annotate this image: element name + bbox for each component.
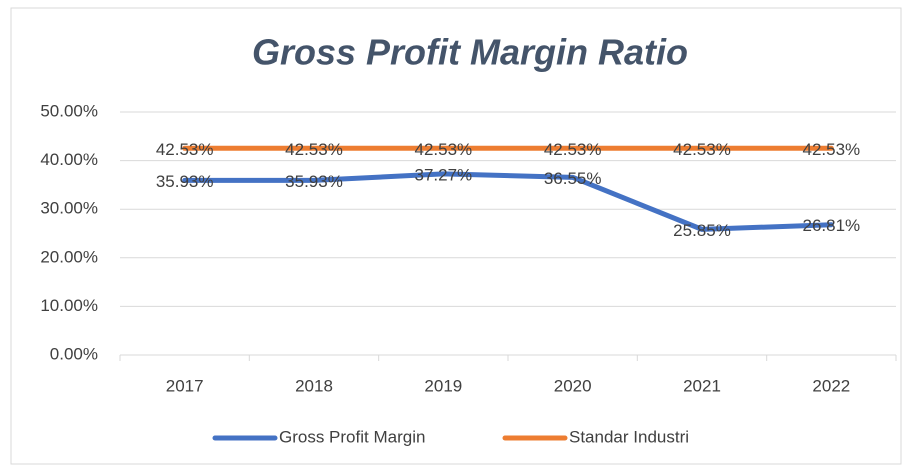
x-tick-label: 2021 [683, 376, 721, 395]
legend-label: Standar Industri [569, 427, 689, 446]
data-label: 42.53% [802, 140, 860, 159]
data-label: 35.93% [285, 172, 343, 191]
y-tick-label: 0.00% [50, 344, 98, 363]
data-label: 42.53% [673, 140, 731, 159]
data-label: 26.81% [802, 216, 860, 235]
data-label: 25.85% [673, 221, 731, 240]
y-tick-label: 40.00% [40, 150, 98, 169]
legend-label: Gross Profit Margin [279, 427, 425, 446]
data-label: 42.53% [414, 140, 472, 159]
y-tick-label: 50.00% [40, 101, 98, 120]
data-label: 36.55% [544, 169, 602, 188]
y-tick-label: 30.00% [40, 199, 98, 218]
x-tick-label: 2020 [554, 376, 592, 395]
y-tick-label: 20.00% [40, 247, 98, 266]
data-label: 35.93% [156, 172, 214, 191]
chart-border [10, 7, 902, 465]
data-label: 42.53% [285, 140, 343, 159]
chart-title: Gross Profit Margin Ratio [252, 32, 688, 73]
y-tick-label: 10.00% [40, 296, 98, 315]
data-label: 42.53% [156, 140, 214, 159]
line-series [182, 171, 834, 232]
x-tick-label: 2018 [295, 376, 333, 395]
x-tick-label: 2019 [424, 376, 462, 395]
x-tick-label: 2022 [812, 376, 850, 395]
data-label: 37.27% [414, 165, 472, 184]
x-tick-label: 2017 [166, 376, 204, 395]
data-label: 42.53% [544, 140, 602, 159]
